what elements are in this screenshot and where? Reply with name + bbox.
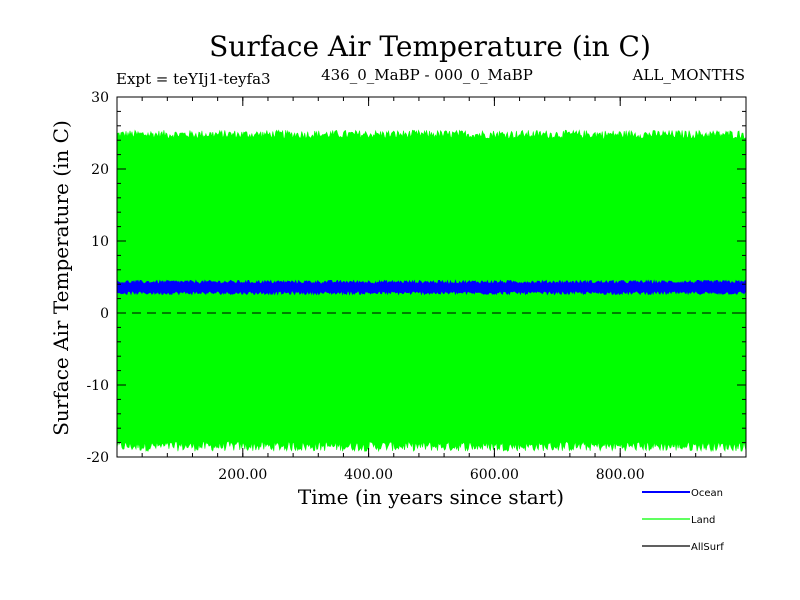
axes: 200.00 400.00 600.00 800.00 -20 -10 0 10 20 30	[86, 90, 747, 483]
plot-area	[116, 129, 747, 453]
legend-label-allsurf: AllSurf	[691, 542, 724, 553]
y-tick-label: -20	[86, 450, 109, 466]
x-tick-label: 800.00	[596, 467, 645, 483]
y-axis-label: Surface Air Temperature (in C)	[49, 120, 73, 436]
chart-title: Surface Air Temperature (in C)	[209, 30, 651, 63]
x-tick-label: 200.00	[218, 467, 267, 483]
ocean-series-band	[116, 279, 747, 296]
x-tick-label: 600.00	[470, 467, 519, 483]
y-tick-label: -10	[86, 378, 109, 394]
months-label: ALL_MONTHS	[632, 66, 745, 84]
experiment-label: Expt = teYIj1-teyfa3	[116, 70, 271, 88]
x-axis-label: Time (in years since start)	[298, 485, 564, 509]
y-tick-label: 20	[91, 162, 109, 178]
legend-label-ocean: Ocean	[691, 488, 723, 499]
x-tick-label: 400.00	[344, 467, 393, 483]
plot-frame	[116, 96, 747, 458]
legend-label-land: Land	[691, 515, 715, 526]
y-tick-label: 10	[91, 234, 109, 250]
legend: Ocean Land AllSurf	[642, 488, 724, 553]
y-tick-label: 30	[91, 90, 109, 106]
period-label: 436_0_MaBP - 000_0_MaBP	[321, 66, 533, 84]
y-tick-label: 0	[100, 306, 109, 322]
